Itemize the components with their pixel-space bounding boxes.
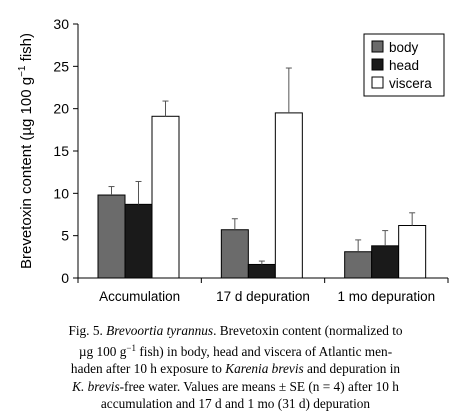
bar-chart: 0 5 10 15 20 25 30 Accumulation 17 d depuration 1… <box>17 16 449 304</box>
bar-head <box>371 245 400 279</box>
caption-line-3: haden after 10 h exposure to Karenia bre… <box>14 360 457 378</box>
y-tick-label: 5 <box>61 228 69 244</box>
x-category-label: 1 mo depuration <box>338 289 436 304</box>
y-axis-label-text: fish) <box>18 33 35 66</box>
caption-text: . Brevetoxin content (normalized to <box>213 323 403 338</box>
caption-superscript: −1 <box>126 342 136 353</box>
bar-body <box>220 229 249 279</box>
legend-swatch-viscera <box>371 76 384 89</box>
caption-line-4: K. brevis-free water. Values are means ±… <box>14 378 457 396</box>
bar-viscera <box>151 115 180 279</box>
y-tick-label: 30 <box>53 16 69 32</box>
bar-body <box>344 251 373 279</box>
y-axis-label-text: Brevetoxin content (µg 100 g <box>18 77 35 269</box>
caption-text: haden after 10 h exposure to <box>70 361 226 376</box>
legend-label-head: head <box>389 58 419 73</box>
caption-fig-number: Fig. 5. <box>68 323 107 338</box>
caption-text: fish) in body, head and viscera of Atlan… <box>136 343 393 359</box>
caption-species-name: Brevoortia tyrannus <box>106 323 214 338</box>
figure-caption: Fig. 5. Brevoortia tyrannus. Brevetoxin … <box>14 322 457 413</box>
x-category-label: 17 d depuration <box>216 289 310 304</box>
caption-line-5: accumulation and 17 d and 1 mo (31 d) de… <box>100 396 371 411</box>
caption-line-2: µg 100 g−1 fish) in body, head and visce… <box>14 340 457 361</box>
bar-head <box>247 263 276 279</box>
y-tick-label: 25 <box>53 58 69 74</box>
bar-viscera <box>274 112 303 279</box>
caption-text: and depuration in <box>303 361 401 376</box>
caption-species-name: K. brevis <box>72 378 120 394</box>
legend-swatch-body <box>371 40 384 53</box>
x-category-label: Accumulation <box>99 289 180 304</box>
y-tick-label: 10 <box>53 185 69 201</box>
bar-head <box>124 203 153 279</box>
chart-canvas: 0 5 10 15 20 25 30 Accumulation 17 d depuration 1… <box>17 16 449 304</box>
caption-text: µg 100 g <box>78 343 127 359</box>
legend-swatch-head <box>371 58 384 71</box>
y-axis-label: Brevetoxin content (µg 100 g−1 fish) <box>17 33 35 269</box>
y-tick-label: 20 <box>53 101 69 117</box>
bar-body <box>97 194 126 279</box>
y-tick-label: 15 <box>53 143 69 159</box>
y-axis-label-superscript: −1 <box>17 65 28 77</box>
bar-viscera <box>398 225 427 279</box>
y-tick-label: 0 <box>61 270 69 286</box>
caption-line-1: Fig. 5. Brevoortia tyrannus. Brevetoxin … <box>14 322 457 340</box>
legend-label-body: body <box>389 40 419 55</box>
legend-label-viscera: viscera <box>389 76 432 91</box>
caption-species-name: Karenia brevis <box>225 361 304 376</box>
caption-text: -free water. Values are means ± SE (n = … <box>119 378 399 394</box>
